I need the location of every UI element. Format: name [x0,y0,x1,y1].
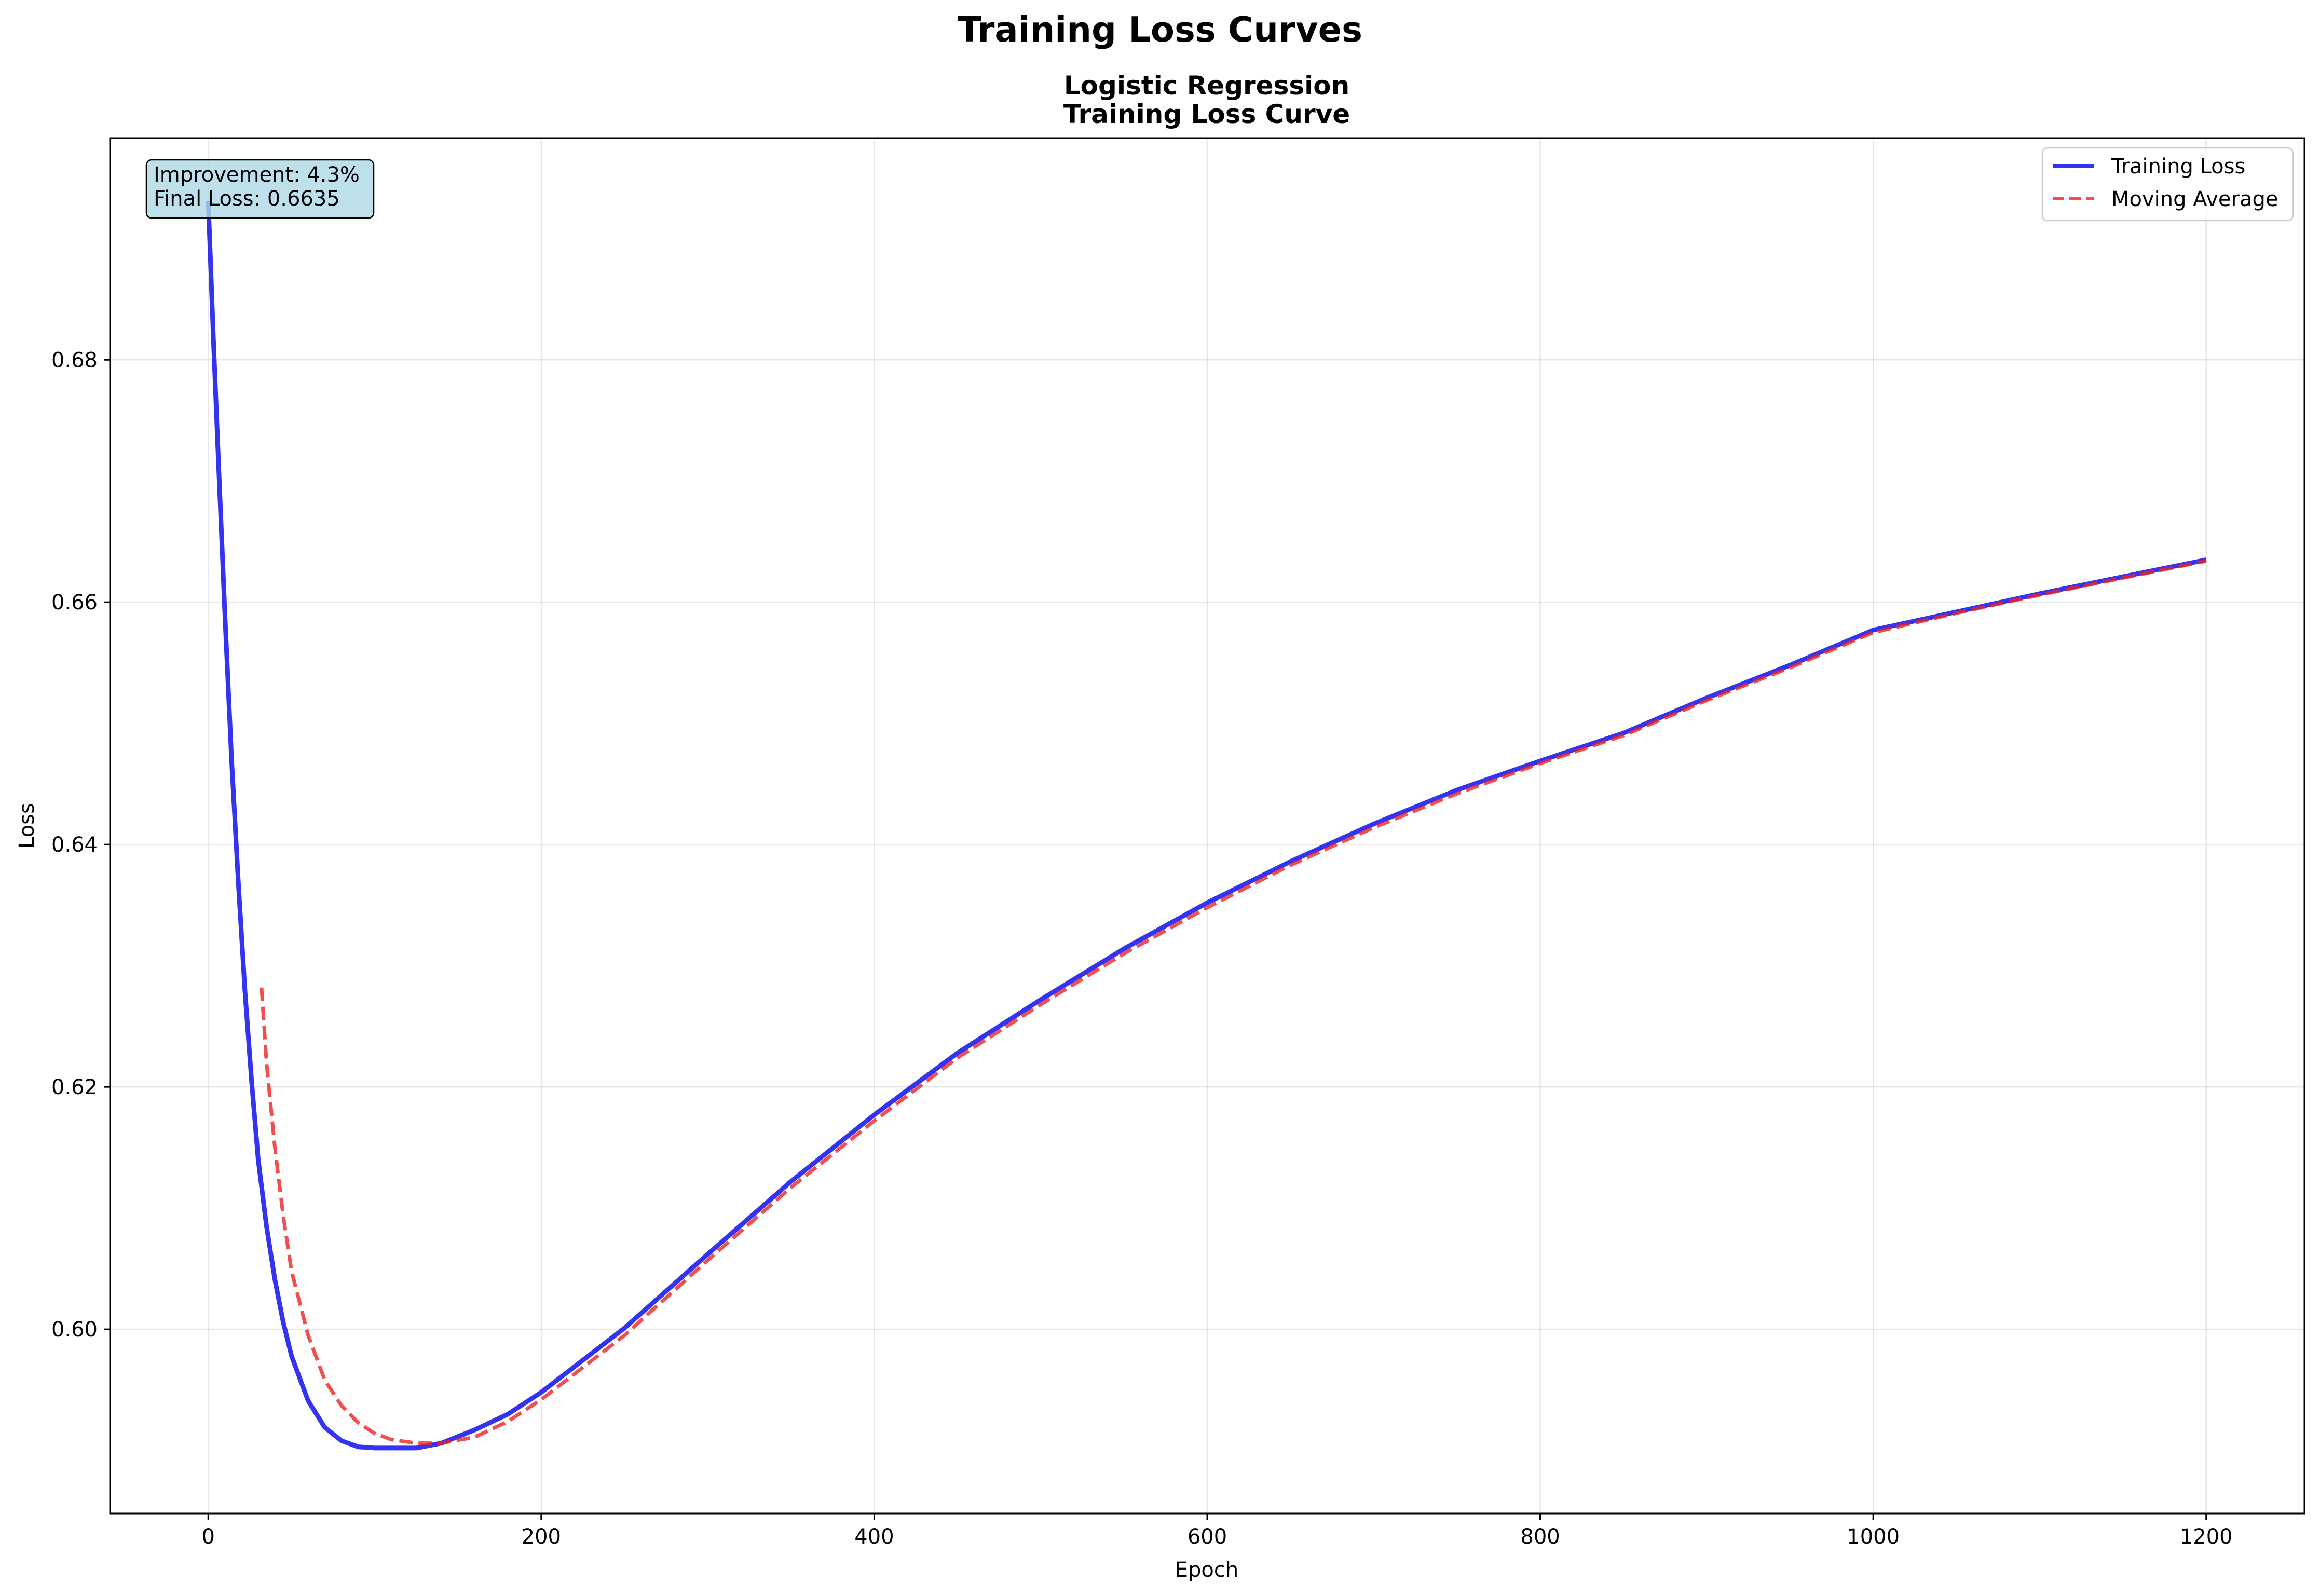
chart-title-line1: Logistic Regression [1064,71,1349,101]
moving-average-line [260,559,2207,1445]
legend-frame [2041,147,2294,222]
annotation-improvement: Improvement: 4.3% [154,163,360,187]
y-axis-label: Loss [15,803,39,849]
x-axis-label: Epoch [1175,1558,1238,1582]
y-tick-label: 0.68 [51,348,98,372]
x-axis-ticks: 0 200 400 600 800 1000 1200 [202,1513,2233,1549]
legend-label-moving-average: Moving Average [2111,187,2278,211]
y-tick-label: 0.64 [51,833,98,857]
training-loss-line [206,201,2207,1451]
y-axis-ticks: 0.60 0.62 0.64 0.66 0.68 [51,348,110,1342]
chart-title-line2: Training Loss Curve [1063,99,1350,129]
x-tick-label: 1000 [1847,1525,1900,1549]
annotation-box: Improvement: 4.3% Final Loss: 0.6635 [145,159,375,219]
x-tick-label: 800 [1520,1525,1560,1549]
figure-suptitle: Training Loss Curves [958,9,1362,50]
grid-lines [110,138,2304,1513]
y-tick-label: 0.62 [51,1075,98,1099]
annotation-background [145,159,375,219]
legend: Training Loss Moving Average [2041,147,2294,222]
y-tick-label: 0.60 [51,1318,98,1342]
x-tick-label: 200 [522,1525,561,1549]
x-tick-label: 0 [202,1525,215,1549]
x-tick-label: 1200 [2180,1525,2233,1549]
annotation-final-loss: Final Loss: 0.6635 [154,187,340,211]
legend-label-training-loss: Training Loss [2111,155,2245,179]
x-tick-label: 400 [854,1525,894,1549]
series-layer [206,201,2207,1451]
y-tick-label: 0.66 [51,591,98,615]
x-tick-label: 600 [1188,1525,1227,1549]
